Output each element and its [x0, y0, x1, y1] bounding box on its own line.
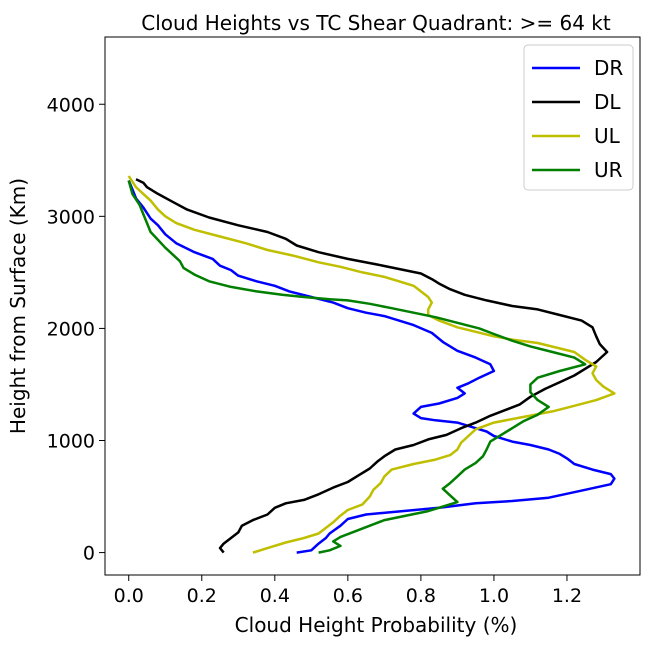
- legend-label-ur: UR: [594, 158, 623, 182]
- chart-title: Cloud Heights vs TC Shear Quadrant: >= 6…: [141, 11, 611, 35]
- x-tick-label: 0.0: [114, 585, 144, 607]
- y-tick-label: 3000: [47, 206, 95, 228]
- x-tick-label: 0.2: [187, 585, 217, 607]
- legend-label-dr: DR: [594, 56, 623, 80]
- y-tick-label: 1000: [47, 431, 95, 453]
- legend-label-dl: DL: [594, 90, 621, 114]
- y-axis: 0 1000 2000 3000 4000: [47, 94, 105, 565]
- series-layer: [127, 175, 616, 554]
- series-line-dr: [127, 180, 616, 554]
- y-axis-label: Height from Surface (Km): [6, 178, 30, 434]
- y-tick-label: 4000: [47, 94, 95, 116]
- x-tick-label: 0.8: [406, 585, 436, 607]
- x-tick-label: 1.2: [552, 585, 582, 607]
- x-axis: 0.0 0.2 0.4 0.6 0.8 1.0 1.2: [114, 575, 582, 607]
- y-tick-label: 0: [83, 543, 95, 565]
- series-line-ur: [127, 180, 587, 554]
- legend: DR DL UL UR: [523, 44, 634, 191]
- series-line-dl: [135, 178, 609, 554]
- plot-frame: [104, 36, 641, 576]
- x-tick-label: 1.0: [479, 585, 509, 607]
- x-tick-label: 0.6: [333, 585, 363, 607]
- x-tick-label: 0.4: [260, 585, 290, 607]
- x-axis-label: Cloud Height Probability (%): [235, 613, 518, 637]
- series-line-ul: [127, 175, 616, 554]
- y-tick-label: 2000: [47, 318, 95, 340]
- legend-label-ul: UL: [594, 124, 621, 148]
- legend-frame: [523, 44, 634, 191]
